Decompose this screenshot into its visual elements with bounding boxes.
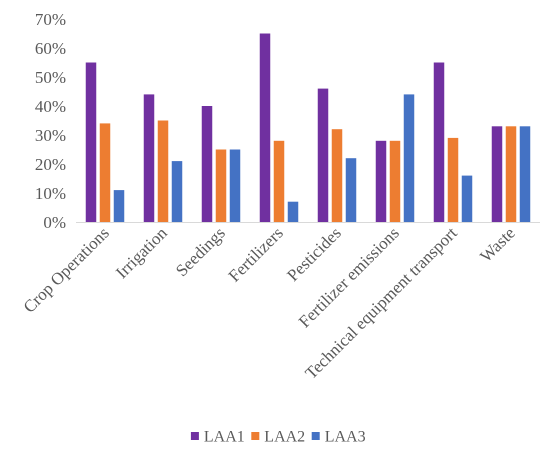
bar-laa2-fertilizer-emissions xyxy=(389,140,401,222)
legend-label-laa2: LAA2 xyxy=(264,429,305,446)
bar-laa1-technical-equipment-transport xyxy=(433,62,445,222)
x-tick-label-pesticides: Pesticides xyxy=(283,223,345,285)
x-tick-label-irrigation: Irrigation xyxy=(112,223,171,282)
bar-laa1-seedings xyxy=(201,106,213,222)
x-tick-label-seedings: Seedings xyxy=(172,223,229,280)
y-tick-label-60: 60% xyxy=(35,39,66,58)
bar-laa1-pesticides xyxy=(317,88,329,222)
bar-laa1-crop-operations xyxy=(85,62,97,222)
bar-laa2-pesticides xyxy=(331,129,343,222)
x-tick-label-crop-operations: Crop Operations xyxy=(20,223,113,316)
bar-laa3-crop-operations xyxy=(113,190,125,222)
bar-laa1-fertilizer-emissions xyxy=(375,140,387,222)
legend-swatch-laa3 xyxy=(311,432,320,440)
bar-laa2-crop-operations xyxy=(99,123,111,222)
bar-laa3-seedings xyxy=(229,149,241,222)
bar-laa3-fertilizer-emissions xyxy=(403,94,415,222)
x-tick-label-fertilizer-emissions: Fertilizer emissions xyxy=(295,223,403,331)
y-axis: 0% 10% 20% 30% 40% 50% 60% 70% xyxy=(35,10,66,232)
bar-laa3-pesticides xyxy=(345,158,357,222)
y-tick-label-50: 50% xyxy=(35,68,66,87)
bar-laa3-technical-equipment-transport xyxy=(461,175,473,222)
bar-laa1-fertilizers xyxy=(259,33,271,222)
legend: LAA1 LAA2 LAA3 xyxy=(190,429,366,446)
y-tick-label-70: 70% xyxy=(35,10,66,29)
y-tick-label-10: 10% xyxy=(35,184,66,203)
bar-laa3-waste xyxy=(519,126,531,222)
bar-laa2-irrigation xyxy=(157,120,169,222)
y-tick-label-40: 40% xyxy=(35,97,66,116)
bar-laa2-technical-equipment-transport xyxy=(447,137,459,222)
legend-label-laa1: LAA1 xyxy=(204,429,245,446)
y-tick-label-30: 30% xyxy=(35,126,66,145)
legend-label-laa3: LAA3 xyxy=(325,429,366,446)
x-tick-label-waste: Waste xyxy=(476,223,519,266)
bars xyxy=(85,33,531,222)
y-tick-label-20: 20% xyxy=(35,155,66,174)
bar-laa1-waste xyxy=(491,126,503,222)
bar-laa1-irrigation xyxy=(143,94,155,222)
bar-laa2-seedings xyxy=(215,149,227,222)
bar-laa3-fertilizers xyxy=(287,201,299,222)
x-axis: Crop Operations Irrigation SeedingsFertili… xyxy=(20,222,540,383)
bar-laa2-waste xyxy=(505,126,517,222)
legend-swatch-laa1 xyxy=(190,432,199,440)
legend-swatch-laa2 xyxy=(251,432,260,440)
x-tick-label-fertilizers: Fertilizers xyxy=(225,223,287,285)
bar-laa3-irrigation xyxy=(171,161,183,222)
bar-laa2-fertilizers xyxy=(273,140,285,222)
y-tick-label-0: 0% xyxy=(43,213,66,232)
